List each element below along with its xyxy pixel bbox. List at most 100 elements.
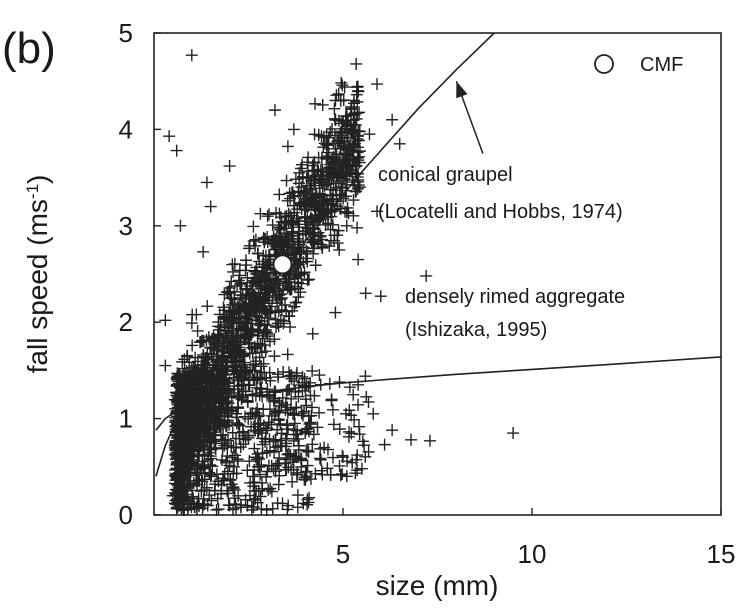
cmf-point bbox=[272, 254, 293, 275]
data-point bbox=[340, 158, 353, 171]
data-point bbox=[268, 394, 281, 407]
data-point bbox=[329, 306, 342, 319]
data-point bbox=[280, 463, 293, 476]
data-point bbox=[229, 502, 242, 515]
data-point bbox=[259, 323, 272, 336]
data-point bbox=[313, 452, 326, 465]
data-point bbox=[363, 128, 376, 141]
data-point bbox=[212, 401, 225, 414]
data-point bbox=[291, 428, 304, 441]
data-point bbox=[243, 242, 256, 255]
data-point bbox=[255, 315, 268, 328]
data-point bbox=[262, 416, 275, 429]
data-point bbox=[393, 137, 406, 150]
data-point bbox=[386, 113, 399, 126]
data-point bbox=[371, 205, 384, 218]
data-point bbox=[222, 285, 235, 298]
data-point bbox=[281, 401, 294, 414]
data-point bbox=[205, 410, 218, 423]
curve-line bbox=[155, 33, 495, 477]
data-point bbox=[243, 455, 256, 468]
data-point bbox=[210, 503, 223, 516]
data-point bbox=[423, 434, 436, 447]
data-point bbox=[247, 501, 260, 514]
data-point bbox=[176, 355, 189, 368]
data-point bbox=[249, 410, 262, 423]
data-point bbox=[292, 236, 305, 249]
data-point bbox=[190, 308, 203, 321]
data-point bbox=[234, 366, 247, 379]
data-point bbox=[234, 499, 247, 512]
data-point bbox=[315, 238, 328, 251]
data-point bbox=[267, 462, 280, 475]
data-point bbox=[405, 433, 418, 446]
data-point bbox=[239, 264, 252, 277]
data-point bbox=[325, 393, 338, 406]
data-point bbox=[334, 142, 347, 155]
data-point bbox=[367, 407, 380, 420]
data-point bbox=[233, 419, 246, 432]
data-point bbox=[283, 370, 296, 383]
data-point bbox=[191, 324, 204, 337]
data-point bbox=[204, 419, 217, 432]
data-point bbox=[221, 416, 234, 429]
data-point bbox=[318, 441, 331, 454]
data-point bbox=[282, 461, 295, 474]
data-point bbox=[205, 452, 218, 465]
data-point bbox=[255, 360, 268, 373]
data-point bbox=[272, 371, 285, 384]
data-point bbox=[228, 297, 241, 310]
data-point bbox=[326, 403, 339, 416]
data-point bbox=[235, 291, 248, 304]
data-point bbox=[350, 57, 363, 70]
data-point bbox=[264, 482, 277, 495]
data-point bbox=[320, 178, 333, 191]
data-point bbox=[186, 490, 199, 503]
data-point bbox=[172, 395, 185, 408]
data-point bbox=[181, 350, 194, 363]
data-point bbox=[241, 464, 254, 477]
data-point bbox=[291, 489, 304, 502]
data-point bbox=[315, 464, 328, 477]
data-point bbox=[386, 424, 399, 437]
data-point bbox=[242, 337, 255, 350]
data-point bbox=[222, 384, 235, 397]
data-point bbox=[175, 448, 188, 460]
data-point bbox=[266, 502, 279, 515]
data-point bbox=[202, 453, 215, 466]
data-point bbox=[300, 465, 313, 478]
data-point bbox=[348, 94, 361, 107]
data-point bbox=[265, 281, 278, 294]
legend-marker bbox=[594, 54, 614, 74]
data-point bbox=[252, 247, 265, 260]
data-point bbox=[285, 218, 298, 231]
data-point bbox=[334, 202, 347, 215]
data-point bbox=[301, 273, 314, 286]
data-point bbox=[371, 78, 384, 91]
legend: CMF bbox=[594, 54, 683, 76]
data-point bbox=[338, 122, 351, 135]
data-point bbox=[241, 396, 254, 409]
data-point bbox=[352, 398, 365, 411]
data-point bbox=[324, 126, 337, 139]
data-point bbox=[252, 427, 265, 440]
data-point bbox=[247, 288, 260, 301]
data-point bbox=[332, 224, 345, 237]
data-point bbox=[227, 265, 240, 278]
data-point bbox=[178, 368, 191, 381]
data-point bbox=[204, 200, 217, 213]
data-point bbox=[309, 259, 322, 272]
curve-line bbox=[155, 356, 721, 431]
data-point bbox=[359, 370, 372, 383]
data-point bbox=[274, 223, 287, 236]
axis-ticks: 5 10 15 0 1 2 3 4 5 bbox=[119, 18, 736, 569]
data-point bbox=[362, 395, 375, 408]
data-point bbox=[302, 445, 315, 458]
data-point bbox=[248, 374, 261, 387]
data-point bbox=[185, 49, 198, 62]
data-point bbox=[243, 379, 256, 392]
data-point bbox=[176, 471, 189, 484]
data-point bbox=[278, 298, 291, 311]
y-tick-label: 2 bbox=[119, 307, 133, 337]
